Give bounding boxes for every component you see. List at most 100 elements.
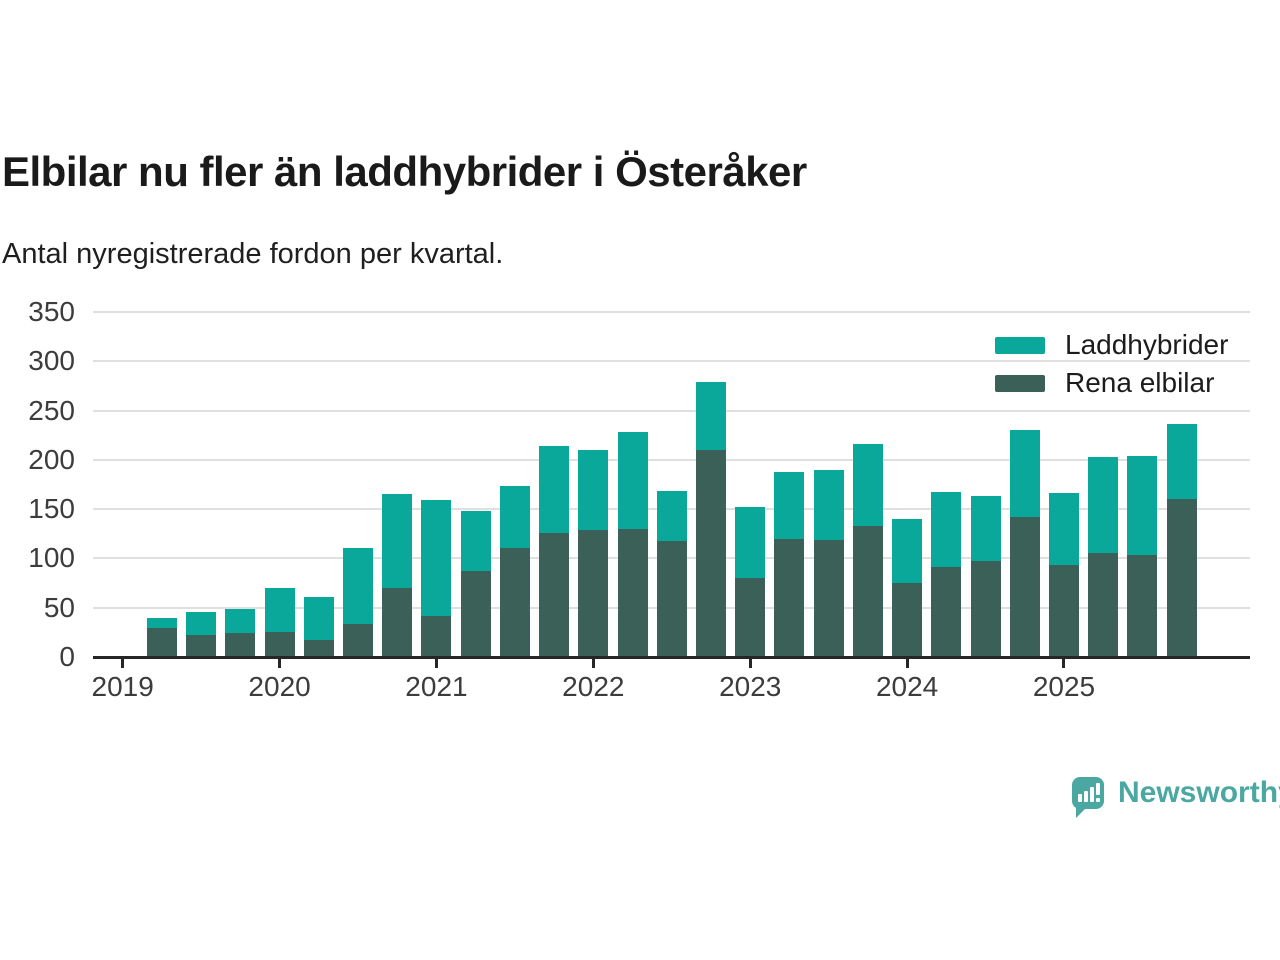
bar-2023-Q1[interactable] <box>735 507 766 657</box>
bar-segment-rena-elbilar[interactable] <box>617 528 648 657</box>
bar-segment-rena-elbilar[interactable] <box>1127 555 1158 657</box>
bar-2023-Q3[interactable] <box>813 469 844 657</box>
bar-segment-laddhybrider[interactable] <box>264 588 295 633</box>
bar-segment-rena-elbilar[interactable] <box>970 561 1001 657</box>
bar-segment-laddhybrider[interactable] <box>343 547 374 625</box>
bar-2021-Q4[interactable] <box>539 446 570 657</box>
bar-segment-laddhybrider[interactable] <box>617 432 648 529</box>
bar-segment-laddhybrider[interactable] <box>460 511 491 572</box>
bar-2020-Q1[interactable] <box>264 588 295 657</box>
y-tick-label-0: 0 <box>59 641 75 672</box>
bar-2021-Q2[interactable] <box>460 511 491 657</box>
bar-segment-laddhybrider[interactable] <box>499 486 530 548</box>
bar-segment-laddhybrider[interactable] <box>186 611 217 636</box>
bar-2020-Q2[interactable] <box>303 596 334 657</box>
bar-2022-Q3[interactable] <box>656 491 687 657</box>
bar-segment-rena-elbilar[interactable] <box>146 628 177 657</box>
exclamation-dot-icon <box>1096 798 1100 802</box>
bar-segment-rena-elbilar[interactable] <box>656 540 687 657</box>
legend: Laddhybrider Rena elbilar <box>995 329 1228 409</box>
bar-segment-laddhybrider[interactable] <box>1088 456 1119 554</box>
bar-segment-laddhybrider[interactable] <box>1166 424 1197 500</box>
bar-2025-Q1[interactable] <box>1048 493 1079 657</box>
bar-2024-Q3[interactable] <box>970 496 1001 657</box>
bubble-tail <box>1076 807 1087 818</box>
bar-segment-rena-elbilar[interactable] <box>1088 553 1119 657</box>
bar-2021-Q3[interactable] <box>499 486 530 657</box>
bar-2024-Q1[interactable] <box>892 519 923 657</box>
bar-segment-rena-elbilar[interactable] <box>499 547 530 657</box>
bar-2023-Q4[interactable] <box>852 444 883 657</box>
bar-segment-laddhybrider[interactable] <box>970 496 1001 562</box>
bar-segment-rena-elbilar[interactable] <box>931 567 962 657</box>
bar-segment-rena-elbilar[interactable] <box>264 632 295 657</box>
chart-title: Elbilar nu fler än laddhybrider i Österå… <box>2 148 807 195</box>
bar-segment-rena-elbilar[interactable] <box>696 449 726 657</box>
bar-2025-Q4[interactable] <box>1166 424 1197 657</box>
x-axis-line <box>93 655 1250 659</box>
bar-2021-Q1[interactable] <box>421 500 452 657</box>
legend-label-rena-elbilar: Rena elbilar <box>1065 367 1215 398</box>
bar-segment-laddhybrider[interactable] <box>1048 493 1079 566</box>
bar-segment-laddhybrider[interactable] <box>382 494 413 588</box>
bar-2019-Q3[interactable] <box>186 611 217 657</box>
bar-2019-Q2[interactable] <box>146 617 177 657</box>
bar-segment-laddhybrider[interactable] <box>146 617 177 629</box>
bar-segment-rena-elbilar[interactable] <box>578 529 609 657</box>
bar-segment-laddhybrider[interactable] <box>735 507 766 579</box>
bar-segment-rena-elbilar[interactable] <box>735 578 766 657</box>
bar-2025-Q2[interactable] <box>1088 456 1119 657</box>
bar-segment-laddhybrider[interactable] <box>303 596 334 641</box>
bar-segment-laddhybrider[interactable] <box>578 450 609 530</box>
x-tick-label-2020: 2020 <box>248 671 311 702</box>
bar-2020-Q3[interactable] <box>343 547 374 657</box>
bar-segment-laddhybrider[interactable] <box>1127 455 1158 556</box>
bar-segment-rena-elbilar[interactable] <box>186 635 217 657</box>
y-tick-label-350: 350 <box>28 296 75 327</box>
bar-segment-rena-elbilar[interactable] <box>343 624 374 657</box>
bar-2025-Q3[interactable] <box>1127 455 1158 657</box>
x-tick-2024 <box>905 658 909 668</box>
mini-bar-icon <box>1084 791 1088 802</box>
bar-segment-rena-elbilar[interactable] <box>382 587 413 657</box>
bar-2022-Q2[interactable] <box>617 432 648 657</box>
legend-item-rena-elbilar[interactable]: Rena elbilar <box>995 367 1228 398</box>
bar-2019-Q4[interactable] <box>225 608 256 657</box>
newsworthy-speech-bubble-icon <box>1072 777 1104 818</box>
exclamation-icon <box>1096 783 1100 795</box>
bar-2020-Q4[interactable] <box>382 494 413 657</box>
bar-segment-rena-elbilar[interactable] <box>303 640 334 657</box>
bar-2023-Q2[interactable] <box>774 471 805 657</box>
x-tick-2023 <box>748 658 752 668</box>
bar-segment-rena-elbilar[interactable] <box>1009 517 1040 657</box>
newsworthy-logo[interactable]: Newsworthy <box>1072 776 1280 818</box>
bar-segment-rena-elbilar[interactable] <box>892 583 923 657</box>
bar-segment-rena-elbilar[interactable] <box>460 571 491 657</box>
bar-segment-laddhybrider[interactable] <box>225 608 256 634</box>
bar-segment-rena-elbilar[interactable] <box>1048 565 1079 657</box>
bar-2024-Q4[interactable] <box>1009 430 1040 657</box>
bar-segment-rena-elbilar[interactable] <box>1166 499 1197 657</box>
bar-segment-rena-elbilar[interactable] <box>813 539 844 657</box>
bar-segment-laddhybrider[interactable] <box>421 500 452 616</box>
bar-segment-laddhybrider[interactable] <box>852 444 883 526</box>
bar-segment-laddhybrider[interactable] <box>1009 430 1040 518</box>
bar-segment-laddhybrider[interactable] <box>931 492 962 568</box>
bar-2024-Q2[interactable] <box>931 492 962 657</box>
bar-2022-Q1[interactable] <box>578 450 609 657</box>
legend-item-laddhybrider[interactable]: Laddhybrider <box>995 329 1228 360</box>
bar-segment-laddhybrider[interactable] <box>892 519 923 584</box>
bar-segment-rena-elbilar[interactable] <box>421 615 452 657</box>
bar-segment-rena-elbilar[interactable] <box>852 525 883 657</box>
bar-segment-rena-elbilar[interactable] <box>539 532 570 657</box>
bar-segment-laddhybrider[interactable] <box>656 491 687 541</box>
bar-segment-laddhybrider[interactable] <box>813 469 844 540</box>
bar-segment-laddhybrider[interactable] <box>539 446 570 533</box>
bar-2022-Q4[interactable] <box>696 381 726 657</box>
y-tick-label-50: 50 <box>43 591 75 623</box>
bar-segment-laddhybrider[interactable] <box>774 471 805 539</box>
bar-segment-laddhybrider[interactable] <box>696 381 726 450</box>
bar-segment-rena-elbilar[interactable] <box>225 633 256 657</box>
y-tick-label-200: 200 <box>28 443 75 475</box>
bar-segment-rena-elbilar[interactable] <box>774 538 805 657</box>
